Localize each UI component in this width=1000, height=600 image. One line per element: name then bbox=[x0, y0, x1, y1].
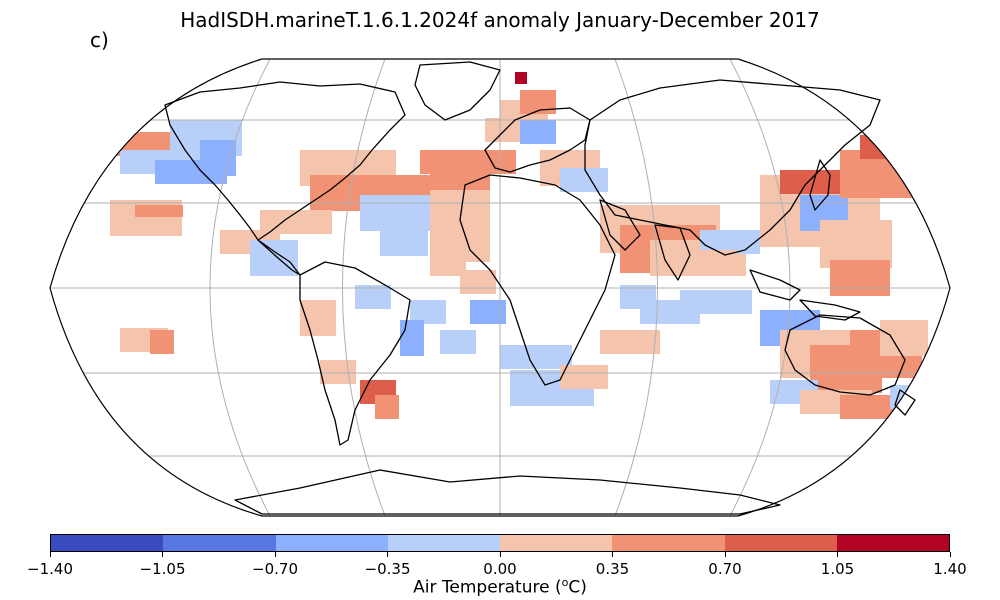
anomaly-cell bbox=[460, 270, 496, 294]
colorbar-segment bbox=[724, 535, 837, 551]
colorbar-tick-label: 0.35 bbox=[595, 560, 630, 578]
colorbar-tick bbox=[949, 552, 951, 557]
colorbar-tick bbox=[274, 552, 276, 557]
map-title: HadISDH.marineT.1.6.1.2024f anomaly Janu… bbox=[180, 8, 820, 32]
world-map bbox=[49, 58, 951, 517]
colorbar-segment bbox=[836, 535, 949, 551]
colorbar-tick bbox=[612, 552, 613, 557]
globe-outline bbox=[49, 58, 951, 517]
anomaly-cell bbox=[560, 365, 608, 389]
anomaly-cell bbox=[135, 205, 183, 217]
colorbar-label-sup: o bbox=[561, 576, 569, 589]
anomaly-cell bbox=[600, 330, 660, 354]
anomaly-cell bbox=[515, 72, 527, 84]
colorbar-label-unit: C) bbox=[568, 577, 587, 598]
colorbar-tick-label: 1.40 bbox=[933, 560, 967, 578]
anomaly-cell bbox=[200, 140, 236, 176]
anomaly-cells bbox=[100, 72, 928, 419]
colorbar-segment bbox=[275, 535, 388, 551]
anomaly-cell bbox=[470, 300, 506, 324]
panel-label: c) bbox=[90, 28, 109, 52]
anomaly-cell bbox=[380, 220, 428, 256]
colorbar-tick bbox=[162, 552, 163, 557]
colorbar-tick-label: −1.40 bbox=[27, 560, 73, 578]
colorbar-ticks bbox=[49, 552, 951, 562]
colorbar-segment bbox=[51, 535, 164, 551]
colorbar-segment bbox=[387, 535, 500, 551]
colorbar-tick-label: −0.35 bbox=[364, 560, 411, 578]
colorbar-tick bbox=[499, 552, 501, 557]
coastlines bbox=[164, 61, 916, 515]
anomaly-cell bbox=[150, 330, 174, 354]
anomaly-cell bbox=[440, 330, 476, 354]
colorbar-segment bbox=[612, 535, 725, 551]
anomaly-cell bbox=[520, 90, 556, 114]
anomaly-cell bbox=[375, 395, 399, 419]
colorbar-tick bbox=[837, 552, 838, 557]
anomaly-cell bbox=[560, 168, 608, 192]
colorbar-tick bbox=[49, 552, 51, 557]
colorbar-tick-label: 0.70 bbox=[708, 560, 742, 578]
colorbar bbox=[50, 534, 950, 552]
colorbar-segment bbox=[500, 535, 613, 551]
anomaly-cell bbox=[880, 320, 928, 356]
anomaly-cell bbox=[830, 260, 890, 296]
anomaly-cell bbox=[250, 240, 298, 276]
colorbar-segment bbox=[163, 535, 276, 551]
colorbar-tick bbox=[724, 552, 726, 557]
anomaly-cell bbox=[780, 170, 840, 194]
anomaly-cell bbox=[400, 320, 424, 356]
colorbar-tick-label: 1.05 bbox=[820, 560, 855, 578]
anomaly-cell bbox=[355, 285, 391, 309]
colorbar-label-text: Air Temperature ( bbox=[413, 577, 562, 598]
colorbar-label: Air Temperature (oC) bbox=[0, 576, 1000, 598]
colorbar-tick bbox=[387, 552, 388, 557]
colorbar-tick-label: 0.00 bbox=[483, 560, 517, 578]
anomaly-cell bbox=[680, 290, 752, 314]
colorbar-tick-label: −0.70 bbox=[252, 560, 298, 578]
anomaly-cell bbox=[520, 120, 556, 144]
anomaly-cell bbox=[320, 360, 356, 384]
colorbar-tick-label: −1.05 bbox=[139, 560, 186, 578]
